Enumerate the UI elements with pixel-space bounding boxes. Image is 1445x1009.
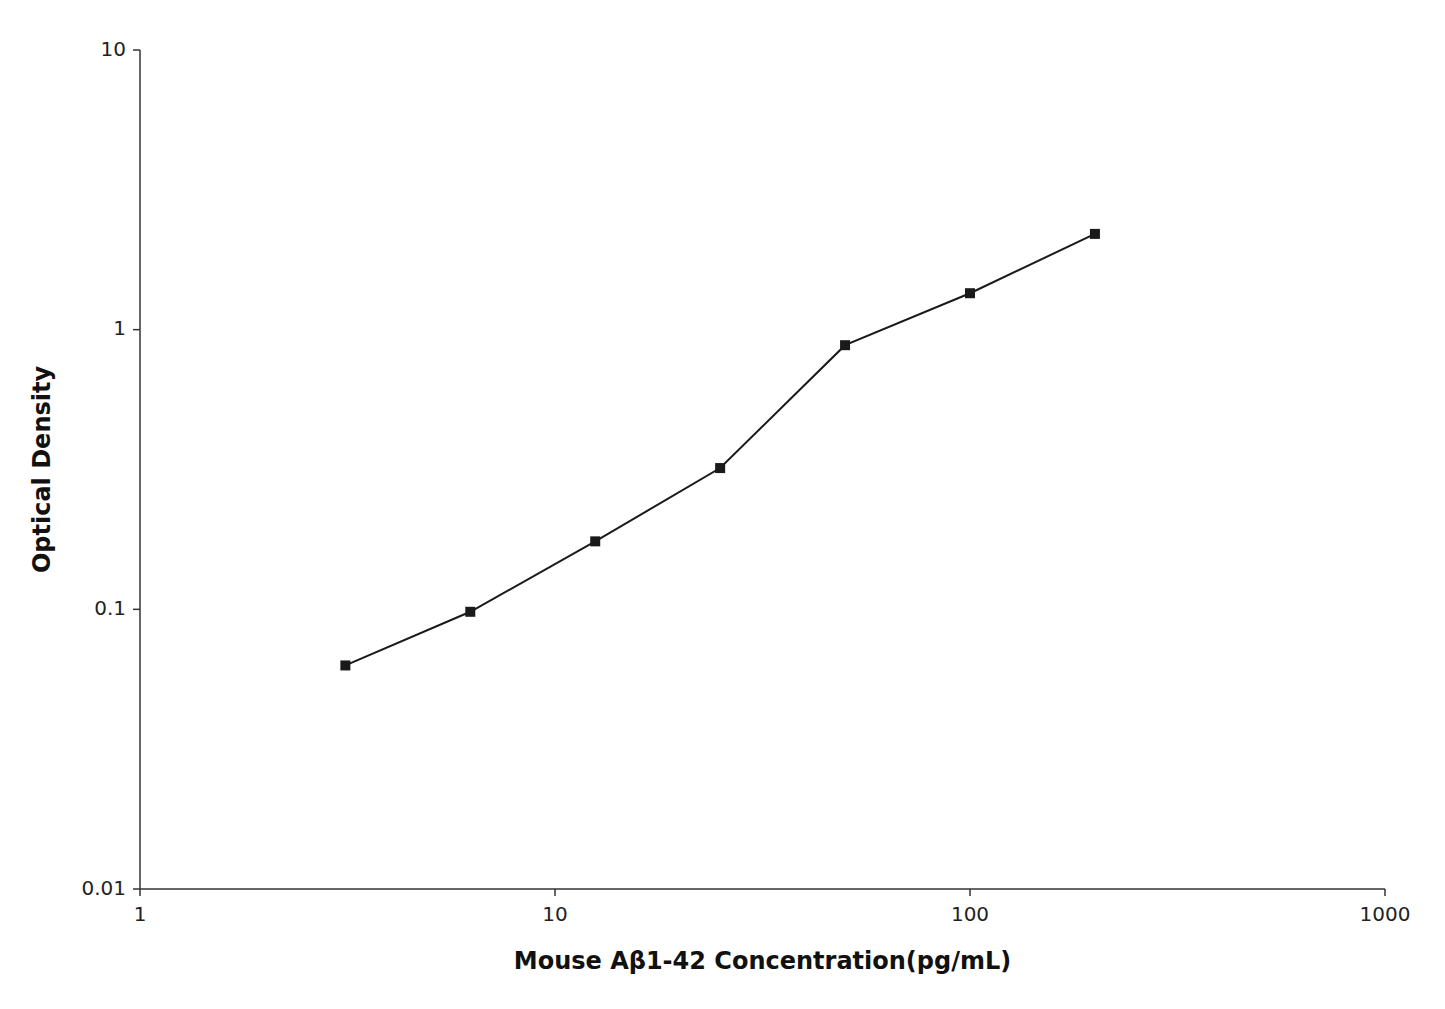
data-point [340, 660, 350, 670]
y-axis-line [139, 50, 141, 889]
background [0, 0, 1445, 1009]
y-tick-label: 10 [101, 37, 126, 61]
y-tick-label: 1 [113, 316, 126, 340]
y-tick [133, 609, 140, 611]
data-point [715, 463, 725, 473]
x-tick-label: 1 [134, 902, 147, 926]
y-tick [133, 49, 140, 51]
y-tick [133, 888, 140, 890]
y-axis-label: Optical Density [28, 366, 56, 574]
x-tick-label: 1000 [1360, 902, 1411, 926]
data-point [590, 536, 600, 546]
x-tick [1384, 889, 1386, 896]
data-point [1090, 229, 1100, 239]
x-axis-line [140, 888, 1385, 890]
axes: 1 10 100 1000 0.01 0.1 1 10 [81, 37, 1410, 927]
chart-container: 1 10 100 1000 0.01 0.1 1 10 Mouse Aβ1-42 Concent… [0, 0, 1445, 1009]
chart-svg: 1 10 100 1000 0.01 0.1 1 10 Mouse Aβ1-42 Concent… [0, 0, 1445, 1009]
x-axis-label: Mouse Aβ1-42 Concentration(pg/mL) [514, 947, 1011, 975]
plot-area [340, 229, 1100, 671]
x-tick-label: 10 [542, 902, 567, 926]
data-point [965, 288, 975, 298]
y-tick [133, 329, 140, 331]
y-tick-label: 0.01 [81, 876, 126, 900]
x-tick [554, 889, 556, 896]
data-line [345, 234, 1095, 666]
data-point [840, 340, 850, 350]
x-tick [139, 889, 141, 896]
x-tick-label: 100 [951, 902, 989, 926]
data-point [465, 607, 475, 617]
x-tick [969, 889, 971, 896]
y-tick-label: 0.1 [94, 596, 126, 620]
